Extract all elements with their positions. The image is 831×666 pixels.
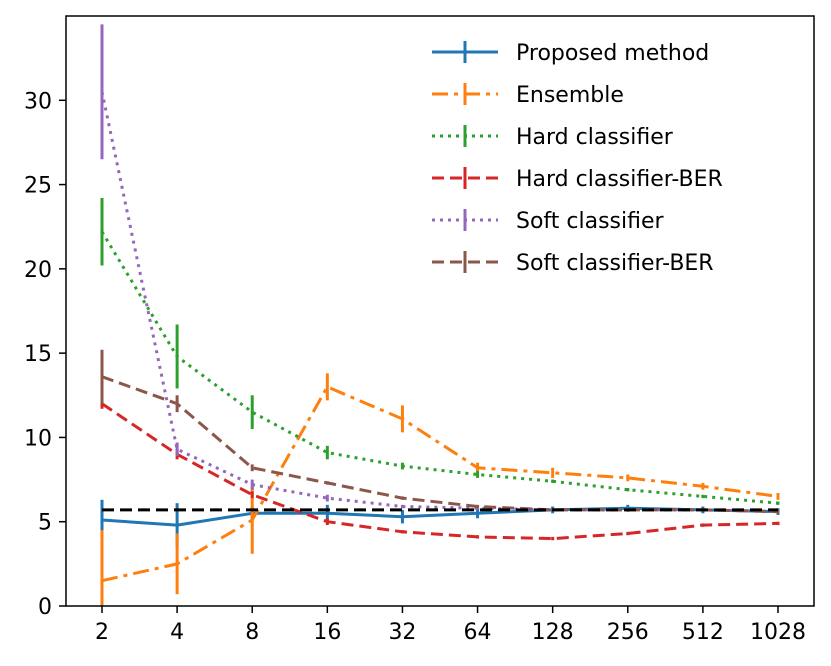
legend-label: Ensemble bbox=[516, 83, 624, 108]
legend-label: Soft classifier-BER bbox=[516, 251, 714, 276]
legend-item: Hard classifier bbox=[432, 125, 674, 150]
x-tick-label: 512 bbox=[682, 620, 724, 645]
y-tick-label: 15 bbox=[24, 342, 52, 367]
x-tick-label: 256 bbox=[607, 620, 649, 645]
legend-item: Proposed method bbox=[432, 41, 709, 66]
legend-label: Hard classifier bbox=[516, 125, 674, 150]
y-tick-label: 0 bbox=[38, 595, 52, 620]
y-tick-label: 25 bbox=[24, 174, 52, 199]
x-tick-label: 4 bbox=[170, 620, 184, 645]
series-line bbox=[101, 385, 779, 583]
x-tick-label: 1028 bbox=[750, 620, 806, 645]
plot-frame bbox=[65, 15, 815, 607]
y-tick-label: 10 bbox=[24, 426, 52, 451]
legend-label: Soft classifier bbox=[516, 209, 665, 234]
legend-item: Soft classifier bbox=[432, 209, 665, 234]
x-tick-label: 16 bbox=[313, 620, 341, 645]
legend-box bbox=[416, 26, 802, 296]
legend-label: Proposed method bbox=[516, 41, 709, 66]
x-axis: 2 4 8 16 32 64 128 256 512 1028 bbox=[95, 606, 806, 645]
series-1 bbox=[100, 373, 780, 606]
y-tick-label: 20 bbox=[24, 258, 52, 283]
legend-item: Soft classifier-BER bbox=[432, 251, 714, 276]
y-tick-label: 5 bbox=[38, 511, 52, 536]
y-tick-label: 30 bbox=[24, 89, 52, 114]
x-tick-label: 32 bbox=[388, 620, 416, 645]
legend: Proposed method Ensemble Hard classifier Ha… bbox=[416, 26, 802, 296]
x-tick-label: 128 bbox=[532, 620, 574, 645]
series-2 bbox=[100, 198, 780, 505]
x-tick-label: 8 bbox=[245, 620, 259, 645]
series-line bbox=[100, 231, 779, 505]
legend-label: Hard classifier-BER bbox=[516, 167, 723, 192]
legend-item: Hard classifier-BER bbox=[432, 167, 723, 192]
series-line bbox=[101, 402, 779, 541]
legend-item: Ensemble bbox=[432, 83, 624, 108]
x-tick-label: 64 bbox=[464, 620, 492, 645]
y-axis: 0 5 10 15 20 25 30 bbox=[24, 89, 66, 620]
x-tick-label: 2 bbox=[95, 620, 109, 645]
